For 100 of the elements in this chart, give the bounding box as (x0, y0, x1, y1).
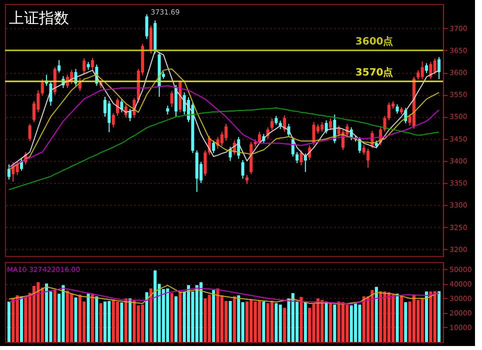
bar (258, 300, 261, 342)
bar (283, 308, 286, 342)
bar (45, 284, 48, 342)
candlestick (312, 122, 316, 146)
bar (174, 296, 178, 342)
candlestick (283, 114, 286, 132)
bar (212, 290, 216, 342)
bar (337, 302, 340, 342)
candlestick (108, 100, 111, 133)
bar (291, 293, 294, 342)
bar (108, 300, 111, 342)
bar (350, 305, 353, 342)
bar (216, 288, 220, 342)
candlestick (270, 118, 274, 130)
candlestick (433, 58, 436, 75)
bar (204, 298, 207, 342)
bar (104, 302, 106, 342)
bar (16, 295, 19, 342)
bar (132, 300, 136, 342)
bar (379, 291, 382, 342)
bar (429, 292, 432, 342)
bar (53, 290, 56, 342)
candlestick (120, 98, 124, 113)
candlestick (128, 108, 132, 122)
bar (74, 297, 78, 342)
candlestick (170, 90, 174, 108)
bar (62, 285, 65, 342)
candlestick (438, 56, 441, 80)
bar (70, 294, 74, 342)
bar (304, 302, 307, 342)
candlestick (258, 131, 261, 145)
candlestick (328, 118, 332, 130)
bar (396, 294, 399, 342)
candlestick (396, 104, 399, 114)
bar (278, 304, 282, 342)
bar (90, 294, 94, 342)
candlestick (149, 25, 152, 54)
candlestick (145, 14, 148, 40)
bar (274, 303, 278, 342)
bar (232, 296, 236, 342)
bar (412, 294, 416, 342)
bar (420, 298, 424, 342)
bar (95, 296, 98, 342)
bar (99, 303, 102, 342)
bar (320, 300, 324, 342)
bar (7, 302, 10, 342)
bar (250, 299, 253, 342)
bar (228, 300, 232, 342)
bar (20, 296, 23, 342)
bar (308, 308, 312, 342)
candlestick (300, 150, 303, 166)
bar (354, 302, 358, 342)
bar (324, 302, 328, 342)
candlestick (16, 161, 19, 176)
candlestick (387, 102, 390, 121)
bar (149, 288, 152, 342)
candlestick (366, 148, 370, 168)
bar (425, 292, 428, 342)
bar (128, 298, 132, 342)
bar (433, 291, 436, 342)
candlestick (40, 78, 44, 96)
candlestick (425, 62, 428, 74)
bar (124, 298, 128, 342)
bar (36, 282, 40, 342)
bar (154, 270, 157, 342)
bar (166, 288, 170, 342)
bar (270, 300, 274, 342)
bar (112, 299, 115, 342)
bar (333, 304, 336, 342)
bar (195, 285, 198, 342)
bar (300, 296, 303, 342)
bar (262, 302, 266, 342)
bar (316, 298, 320, 342)
bar (224, 300, 228, 342)
candlestick (7, 164, 10, 180)
ref-line-label: 3570点 (355, 66, 394, 78)
candlestick (28, 123, 32, 142)
bar (237, 295, 240, 342)
candlestick (204, 150, 207, 176)
candlestick (420, 60, 424, 80)
bar (400, 295, 403, 342)
bar (66, 290, 69, 342)
bar (328, 303, 332, 342)
candlestick (241, 160, 244, 180)
bar (178, 292, 182, 342)
bar (170, 293, 174, 342)
candlestick (224, 123, 228, 142)
bar (254, 302, 257, 342)
bar (416, 300, 420, 342)
bar (370, 290, 374, 342)
bar (342, 302, 344, 342)
bar (374, 286, 378, 342)
ref-line-label: 3600点 (355, 35, 394, 48)
bar (404, 302, 408, 342)
candlestick (416, 70, 420, 80)
bar (392, 294, 395, 342)
candlestick (429, 61, 432, 80)
candlestick (383, 115, 386, 132)
candlestick (58, 60, 61, 74)
candlestick (112, 112, 115, 128)
